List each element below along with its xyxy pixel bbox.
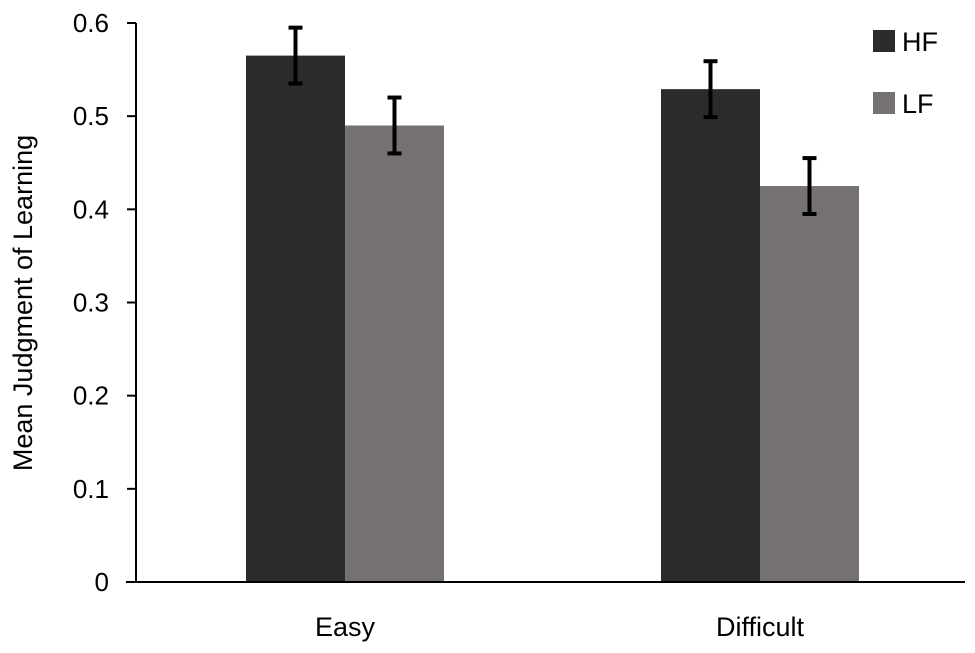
bars: [246, 55, 859, 583]
error-bar-hf-easy: [288, 25, 303, 86]
legend: HF LF: [873, 27, 938, 119]
y-tick-label: 0.5: [73, 101, 109, 131]
x-category-label: Difficult: [716, 612, 805, 642]
bar-hf-difficult: [661, 89, 760, 583]
error-bar-lf-difficult: [802, 156, 817, 216]
y-tick-label: 0.6: [73, 8, 109, 38]
bar-lf-difficult: [760, 186, 859, 582]
bar-lf-easy: [345, 125, 444, 582]
legend-swatch-hf: [873, 30, 895, 52]
error-bars: [288, 25, 817, 216]
y-tick-label: 0.4: [73, 194, 109, 224]
y-axis-title: Mean Judgment of Learning: [8, 135, 38, 471]
x-axis-labels: Easy Difficult: [315, 612, 805, 642]
bar-hf-easy: [246, 55, 345, 582]
y-tick-label: 0: [95, 567, 109, 597]
y-tick-label: 0.2: [73, 381, 109, 411]
y-tick-label: 0.1: [73, 474, 109, 504]
y-axis-ticks: 0 0.1 0.2 0.3 0.4 0.5 0.6: [73, 8, 136, 597]
legend-swatch-lf: [873, 92, 895, 114]
error-bar-lf-easy: [387, 95, 402, 156]
y-tick-label: 0.3: [73, 288, 109, 318]
error-bar-hf-difficult: [703, 59, 718, 120]
x-category-label: Easy: [315, 612, 376, 642]
legend-label-lf: LF: [902, 89, 934, 119]
legend-label-hf: HF: [902, 27, 938, 57]
